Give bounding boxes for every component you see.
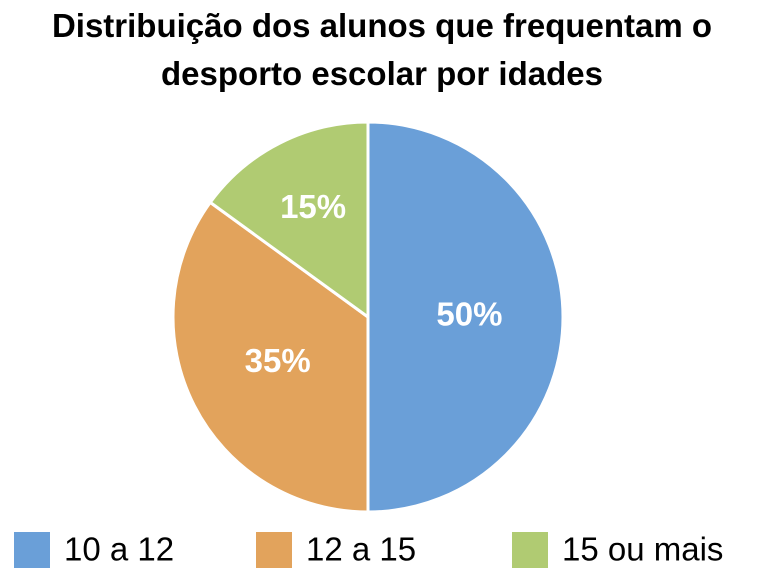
pie-slice (366, 120, 565, 514)
data-label: 50% (436, 296, 502, 333)
data-label: 35% (245, 342, 311, 379)
chart-title: Distribuição dos alunos que frequentam o… (51, 7, 713, 92)
legend-label: 10 a 12 (64, 531, 174, 568)
legend-swatch (512, 532, 548, 568)
legend-swatch (256, 532, 292, 568)
legend-label: 12 a 15 (306, 531, 416, 568)
data-label: 15% (280, 188, 346, 225)
pie-slice (208, 120, 370, 320)
pie-slice (171, 200, 370, 514)
legend-label: 15 ou mais (562, 531, 723, 568)
legend-swatch (14, 532, 50, 568)
